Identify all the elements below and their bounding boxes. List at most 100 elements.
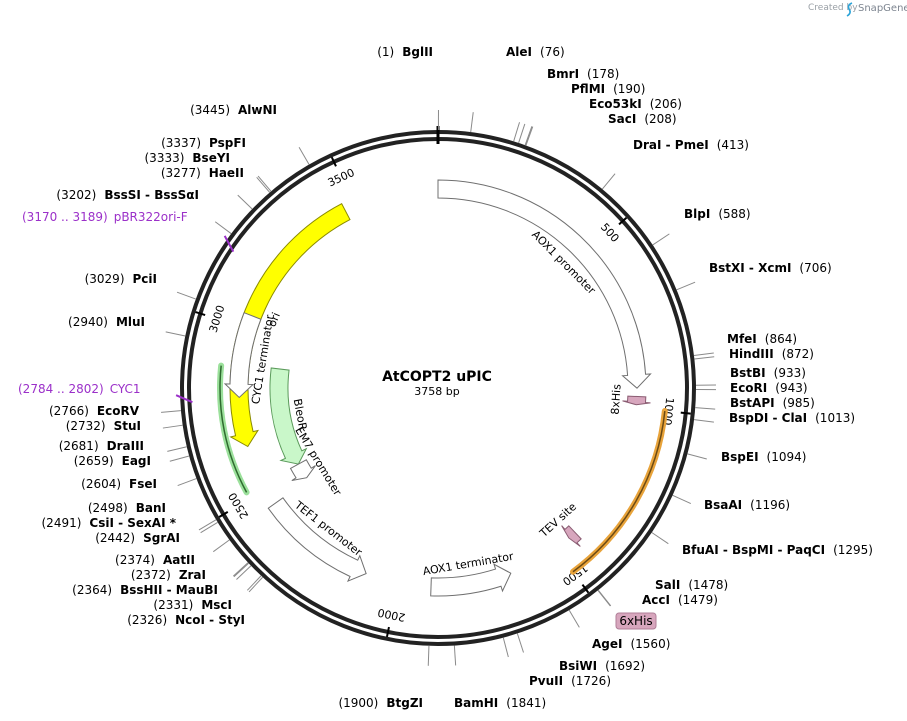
site-label-bsiwi[interactable]: BsiWI (1692): [559, 659, 645, 673]
orf-bleor[interactable]: [219, 365, 248, 493]
site-label-fsei[interactable]: (2604) FseI: [81, 477, 157, 491]
primer-mark-pbr322ori-f[interactable]: [223, 235, 235, 253]
feature-aox1-terminator[interactable]: [430, 563, 512, 597]
primer-marks: [175, 235, 235, 404]
site-label-bsshii-maubi[interactable]: (2364) BssHII - MauBI: [72, 583, 218, 597]
site-label-mlui[interactable]: (2940) MluI: [68, 315, 145, 329]
primer-mark-cyc1[interactable]: [175, 394, 193, 404]
site-line-aatii: [232, 562, 249, 577]
feature-bleor[interactable]: [269, 367, 308, 465]
site-label-bfuai-bspmi-paqci[interactable]: BfuAI - BspMI - PaqCI (1295): [682, 543, 873, 557]
site-label-eco53ki[interactable]: Eco53kI (206): [589, 97, 682, 111]
site-line-pcii: [176, 291, 196, 300]
site-line-bmri: [513, 122, 520, 142]
site-line-saci: [525, 126, 534, 146]
6xhis-badge[interactable]: 6xHis: [615, 612, 657, 630]
site-label-bmri[interactable]: BmrI (178): [547, 67, 619, 81]
site-label-haeii[interactable]: (3277) HaeII: [161, 166, 244, 180]
site-label-ecori[interactable]: EcoRI (943): [730, 381, 808, 395]
site-label-bsaai[interactable]: BsaAI (1196): [704, 498, 790, 512]
site-label-sgrai[interactable]: (2442) SgrAI: [95, 531, 180, 545]
site-label-aatii[interactable]: (2374) AatII: [115, 553, 195, 567]
site-label-bstxi-xcmi[interactable]: BstXI - XcmI (706): [709, 261, 832, 275]
site-line-bspdi-clai: [693, 419, 714, 423]
site-line-fsei: [177, 478, 197, 487]
site-line-mfei: [693, 352, 714, 357]
site-label-alwni[interactable]: (3445) AlwNI: [190, 103, 277, 117]
feature-cyc1-terminator[interactable]: [223, 312, 262, 399]
site-line-ncoi-styi: [248, 576, 264, 593]
credit-prefix: Created by: [808, 3, 858, 13]
site-line-csii-sexai: [200, 521, 218, 534]
6xhis-badge-label: 6xHis: [619, 614, 652, 628]
site-line-ecorv: [161, 410, 182, 413]
site-line-bstxi-xcmi: [676, 281, 696, 291]
primer-label-pbr322ori-f[interactable]: (3170 .. 3189) pBR322ori-F: [22, 210, 188, 224]
site-label-saci[interactable]: SacI (208): [608, 112, 677, 126]
site-label-bspdi-clai[interactable]: BspDI - ClaI (1013): [729, 411, 855, 425]
site-line-acci: [597, 590, 611, 607]
site-label-msci[interactable]: (2331) MscI: [153, 598, 232, 612]
tick-500: [618, 216, 628, 226]
site-label-ecorv[interactable]: (2766) EcoRV: [49, 404, 140, 418]
feature-tef1-promoter[interactable]: [267, 497, 367, 582]
site-label-stui[interactable]: (2732) StuI: [66, 419, 141, 433]
feature-tev-site[interactable]: [561, 525, 582, 547]
site-line-blpi: [652, 233, 670, 246]
site-label-agei[interactable]: AgeI (1560): [592, 637, 670, 651]
feature-label-8xhis: 8xHis: [609, 383, 624, 415]
tick-3500: [330, 156, 337, 167]
feature-8xhis[interactable]: [622, 395, 651, 406]
site-label-bspei[interactable]: BspEI (1094): [721, 450, 806, 464]
site-label-pcii[interactable]: (3029) PciI: [85, 272, 157, 286]
site-line-bstapi: [695, 407, 716, 410]
site-label-bsssi-bsssai[interactable]: (3202) BssSI - BssSαI: [56, 188, 199, 202]
site-line-bamhi: [453, 645, 457, 666]
feature-label-bleor: BleoR: [291, 398, 310, 432]
site-label-acci[interactable]: AccI (1479): [642, 593, 718, 607]
tick-3000: [195, 311, 206, 317]
site-label-mfei[interactable]: MfeI (864): [727, 332, 797, 346]
feature-aox1-promoter[interactable]: [437, 179, 652, 389]
site-label-zrai[interactable]: (2372) ZraI: [131, 568, 206, 582]
snapgene-logo-icon: [846, 2, 853, 17]
site-label-bamhi[interactable]: BamHI (1841): [454, 696, 546, 710]
site-label-bglii[interactable]: (1) BglII: [377, 45, 433, 59]
site-label-pflmi[interactable]: PflMI (190): [571, 82, 645, 96]
site-label-sali[interactable]: SalI (1478): [655, 578, 728, 592]
tick-2000: [385, 626, 390, 638]
tick-1500: [581, 584, 590, 594]
site-line-stui: [162, 424, 183, 429]
site-line-agei: [568, 609, 580, 628]
site-line-alei: [470, 112, 474, 133]
feature-em7-promoter[interactable]: [289, 459, 316, 482]
orf-atcopt2[interactable]: [572, 410, 666, 573]
site-label-eagi[interactable]: (2659) EagI: [74, 454, 151, 468]
site-line-bsssi-bsss-i: [214, 221, 232, 235]
plasmid-name: AtCOPT2 uPIC: [382, 369, 492, 385]
site-line-bsshii-maubi: [236, 565, 252, 580]
site-label-bseyi[interactable]: (3333) BseYI: [145, 151, 231, 165]
site-line-drai-pmei: [601, 173, 616, 190]
site-leader-lines: [161, 109, 716, 666]
site-label-blpi[interactable]: BlpI (588): [684, 207, 751, 221]
site-label-btgzi[interactable]: (1900) BtgZI: [338, 696, 423, 710]
site-label-bstbi[interactable]: BstBI (933): [730, 366, 806, 380]
site-label-ncoi-styi[interactable]: (2326) NcoI - StyI: [127, 613, 245, 627]
site-label-csii-sexai[interactable]: (2491) CsiI - SexAI *: [42, 516, 177, 530]
site-label-draiii[interactable]: (2681) DraIII: [59, 439, 144, 453]
credit-brand: SnapGene: [858, 3, 907, 14]
tick-label-2000: 2000: [376, 606, 406, 624]
primer-label-cyc1[interactable]: (2784 .. 2802) CYC1: [18, 382, 141, 396]
site-label-bani[interactable]: (2498) BanI: [88, 501, 166, 515]
site-label-pvuii[interactable]: PvuII (1726): [529, 674, 611, 688]
feature-label-ori: ori: [265, 311, 283, 329]
site-line-haeii: [237, 194, 253, 210]
site-label-drai-pmei[interactable]: DraI - PmeI (413): [633, 138, 749, 152]
site-line-bani: [198, 519, 217, 531]
site-label-pspfi[interactable]: (3337) PspFI: [161, 136, 246, 150]
site-label-alei[interactable]: AleI (76): [506, 45, 565, 59]
site-label-bstapi[interactable]: BstAPI (985): [730, 396, 815, 410]
site-label-hindiii[interactable]: HindIII (872): [729, 347, 814, 361]
